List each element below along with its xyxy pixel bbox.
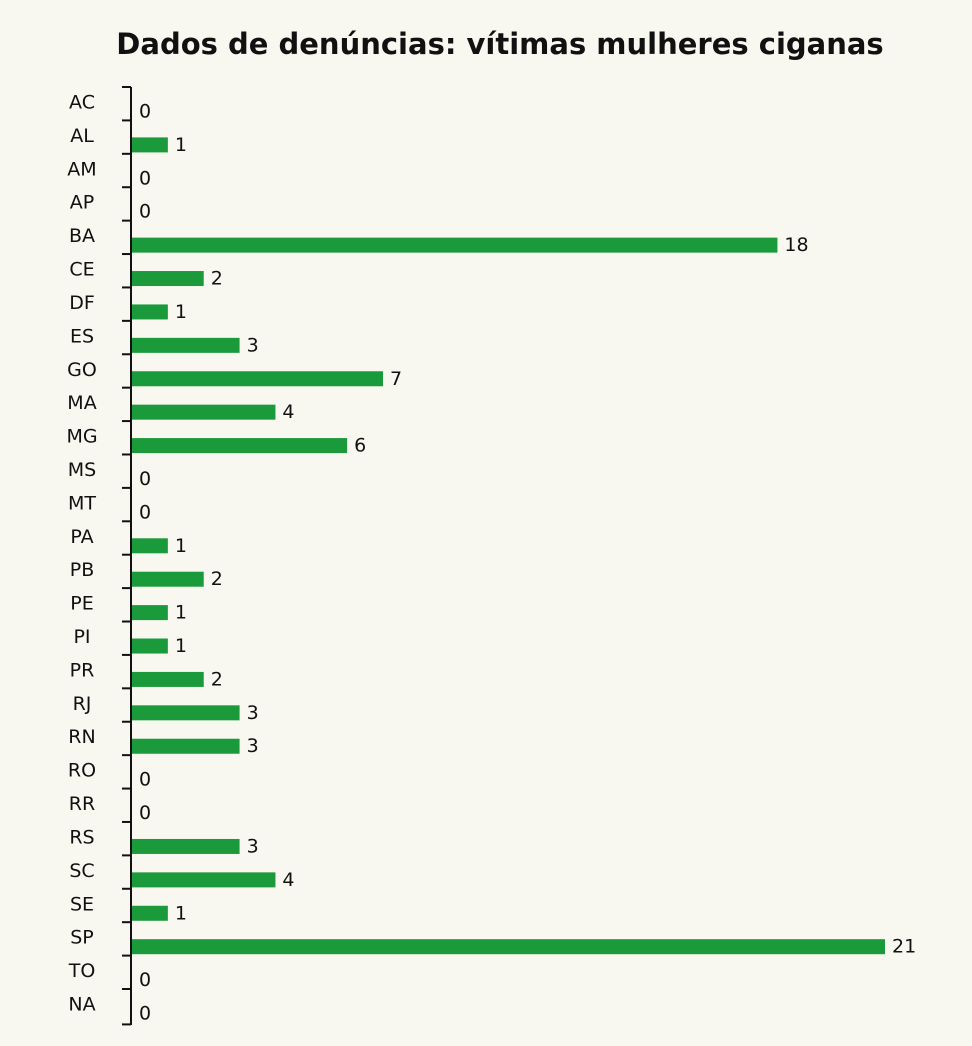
bar xyxy=(132,872,276,888)
y-tick-label: MA xyxy=(67,392,96,414)
bar xyxy=(132,337,240,353)
value-label: 3 xyxy=(247,702,259,724)
y-tick-label: AC xyxy=(69,92,95,114)
bar xyxy=(132,838,240,854)
value-label: 7 xyxy=(390,368,402,390)
y-tick-label: AP xyxy=(70,192,94,214)
value-label: 2 xyxy=(211,568,223,590)
y-tick-label: DF xyxy=(69,292,95,314)
y-tick-label: RO xyxy=(68,760,96,782)
value-label: 2 xyxy=(211,268,223,290)
y-tick-label: PR xyxy=(70,659,95,681)
value-label: 0 xyxy=(139,769,151,791)
value-label: 18 xyxy=(784,234,808,256)
bar xyxy=(132,237,778,253)
value-label: 0 xyxy=(139,1003,151,1025)
value-label: 4 xyxy=(282,401,294,423)
value-label: 1 xyxy=(175,902,187,924)
bar xyxy=(132,705,240,721)
value-label: 2 xyxy=(211,668,223,690)
bar xyxy=(132,605,168,621)
bar xyxy=(132,371,383,387)
y-tick-label: RS xyxy=(69,826,94,848)
y-tick-label: RN xyxy=(68,726,95,748)
value-label: 1 xyxy=(175,535,187,557)
bar xyxy=(132,404,276,420)
y-tick-label: TO xyxy=(68,960,96,982)
value-label: 3 xyxy=(247,735,259,757)
bar xyxy=(132,137,168,153)
value-label: 0 xyxy=(139,802,151,824)
y-tick-label: AM xyxy=(67,158,96,180)
value-label: 1 xyxy=(175,134,187,156)
y-tick-label: SP xyxy=(70,927,94,949)
y-tick-label: AL xyxy=(70,125,94,147)
bar xyxy=(132,271,204,287)
y-tick-label: MT xyxy=(68,492,96,514)
y-tick-label: MG xyxy=(66,426,97,448)
bar xyxy=(132,905,168,921)
y-tick-label: BA xyxy=(69,225,95,247)
bar xyxy=(132,304,168,320)
y-tick-label: RR xyxy=(69,793,95,815)
value-label: 1 xyxy=(175,301,187,323)
value-label: 6 xyxy=(354,435,366,457)
value-label: 21 xyxy=(892,936,916,958)
bar xyxy=(132,438,348,454)
y-tick-label: SC xyxy=(69,860,94,882)
value-label: 0 xyxy=(139,101,151,123)
value-label: 0 xyxy=(139,501,151,523)
bar xyxy=(132,638,168,654)
chart-title: Dados de denúncias: vítimas mulheres cig… xyxy=(116,27,883,61)
y-tick-label: CE xyxy=(69,259,94,281)
value-label: 4 xyxy=(282,869,294,891)
y-tick-label: GO xyxy=(67,359,97,381)
y-tick-label: PI xyxy=(73,626,90,648)
y-tick-label: NA xyxy=(68,994,95,1016)
bar xyxy=(132,571,204,587)
y-tick-label: PE xyxy=(70,593,93,615)
y-tick-label: ES xyxy=(70,325,94,347)
value-label: 0 xyxy=(139,468,151,490)
y-tick-label: MS xyxy=(68,459,96,481)
value-label: 0 xyxy=(139,201,151,223)
value-label: 3 xyxy=(247,835,259,857)
bar xyxy=(132,671,204,687)
value-label: 3 xyxy=(247,334,259,356)
value-label: 1 xyxy=(175,635,187,657)
y-tick-label: SE xyxy=(70,893,94,915)
bar xyxy=(132,738,240,754)
bar xyxy=(132,538,168,554)
value-label: 0 xyxy=(139,167,151,189)
value-label: 0 xyxy=(139,969,151,991)
y-tick-label: PB xyxy=(70,559,95,581)
bar xyxy=(132,939,885,955)
y-tick-label: RJ xyxy=(73,693,92,715)
value-label: 1 xyxy=(175,602,187,624)
y-tick-label: PA xyxy=(70,526,93,548)
